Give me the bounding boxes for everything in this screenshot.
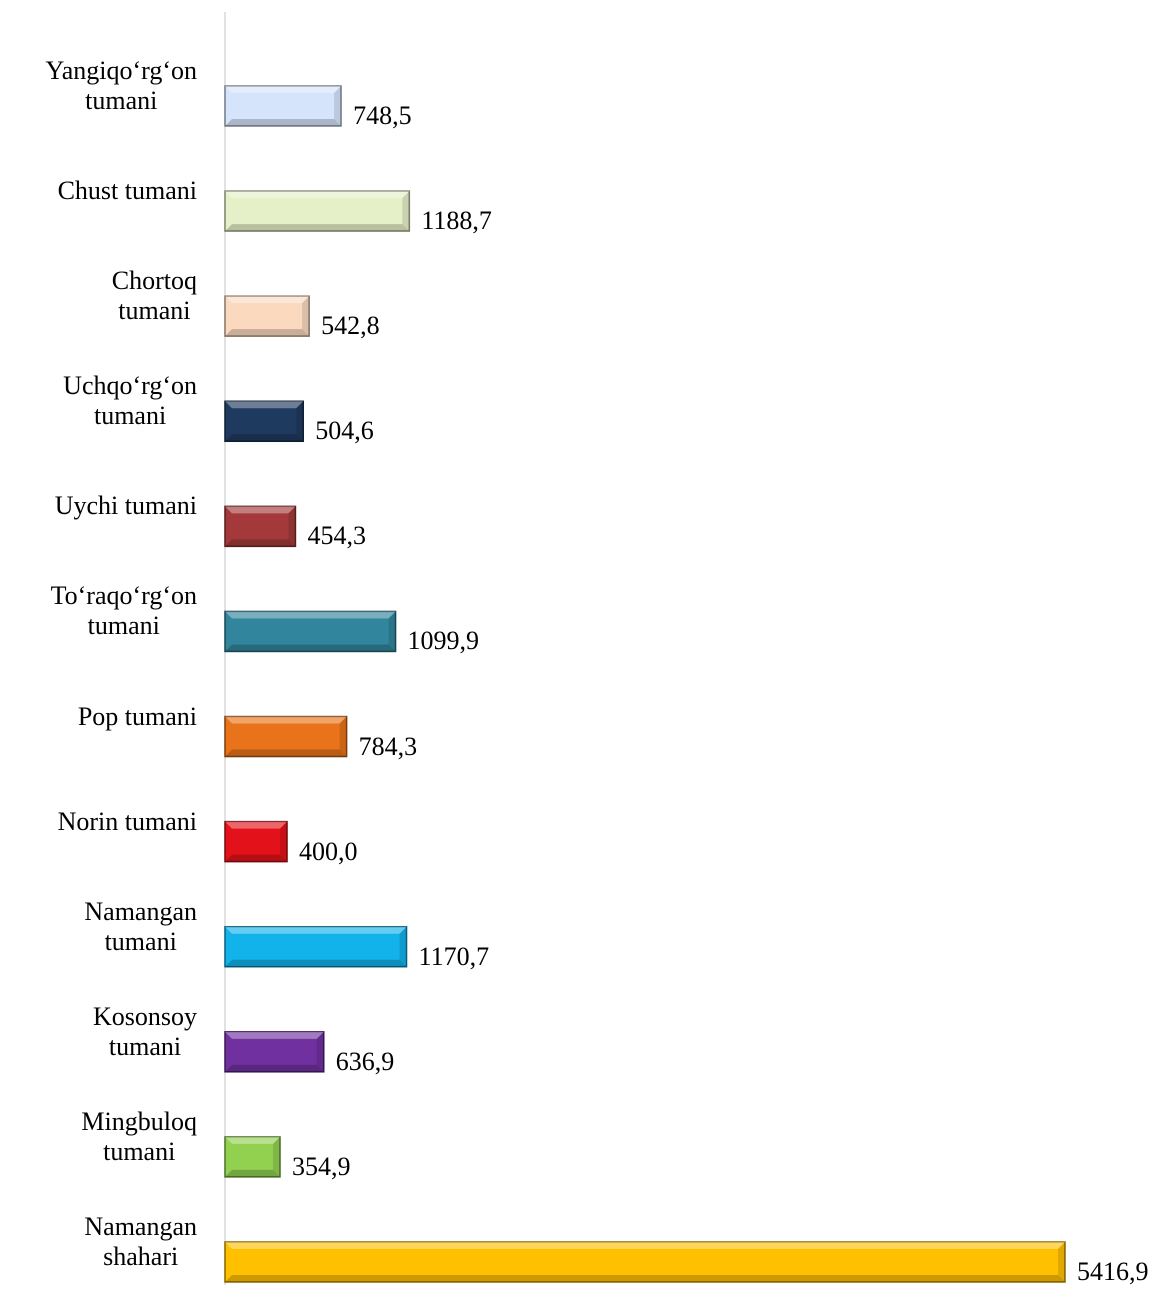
bar-bevel-top [225, 191, 410, 199]
category-label: Chortoq tumani [111, 266, 197, 326]
bar-bevel-bottom [225, 644, 396, 652]
category-label: Uychi tumani [54, 491, 197, 521]
bar-bevel-top [225, 296, 310, 304]
bar-bevel-bottom [225, 434, 304, 442]
bar-bevel-top [225, 506, 296, 514]
bar-bevel-bottom [225, 1169, 281, 1177]
value-label: 784,3 [358, 731, 418, 761]
category-label: Chust tumani [57, 176, 197, 206]
value-label: 542,8 [321, 311, 380, 341]
bar-bevel-bottom [225, 119, 342, 126]
bar [224, 1136, 281, 1178]
value-label: 354,9 [292, 1151, 351, 1181]
bar-bevel-bottom [225, 1275, 1065, 1282]
bar-bevel-top [225, 611, 396, 619]
value-label: 748,5 [353, 101, 412, 130]
bar-bevel-top [225, 1136, 281, 1144]
bar-bevel-right [339, 716, 347, 757]
bar-bevel-bottom [225, 224, 410, 232]
value-label: 1170,7 [418, 941, 490, 971]
bar-bevel-top [225, 926, 407, 934]
bar-bevel-top [225, 716, 347, 724]
bar-bevel-bottom [225, 959, 407, 967]
bar-bevel-bottom [225, 539, 296, 547]
category-label: Namangan shahari [84, 1212, 197, 1271]
category-label: Yangiqo‘rg‘on tumani [45, 56, 197, 115]
category-label: Mingbuloq tumani [81, 1106, 197, 1166]
value-label: 1099,9 [407, 626, 480, 656]
value-label: 400,0 [299, 836, 358, 866]
bar [224, 610, 397, 653]
bar-bevel-right [273, 1136, 281, 1177]
bar [224, 715, 348, 758]
bar-bevel-bottom [225, 854, 288, 862]
category-label: To‘raqo‘rg‘on tumani [50, 581, 197, 641]
category-label: Norin tumani [57, 806, 197, 836]
bar [224, 820, 288, 863]
bar-bevel-bottom [225, 1064, 324, 1072]
bar-bevel-top [225, 1242, 1065, 1249]
bar [224, 295, 310, 337]
bar [224, 1031, 325, 1073]
bar-bevel-top [225, 86, 342, 93]
category-label: Uchqo‘rg‘on tumani [63, 371, 197, 431]
bar-bevel-bottom [225, 329, 310, 337]
bar-bevel-right [302, 296, 310, 337]
value-label: 5416,9 [1077, 1257, 1149, 1286]
bar-bevel-right [280, 821, 288, 862]
value-label: 504,6 [315, 416, 374, 446]
bar [224, 505, 297, 548]
bar-bevel-right [1058, 1242, 1065, 1282]
bar-bevel-right [402, 191, 410, 232]
bar-bevel-right [288, 506, 296, 547]
bar-bevel-bottom [225, 749, 347, 757]
category-label: Kosonsoy tumani [92, 1001, 197, 1061]
bar-bevel-top [225, 1031, 324, 1039]
bar-bevel-top [225, 401, 304, 409]
value-label: 1188,7 [421, 206, 492, 236]
bar [224, 925, 408, 968]
bar-bevel-top [225, 821, 288, 829]
bar-bevel-right [388, 611, 396, 652]
bar-bevel-right [316, 1031, 324, 1072]
bar-bevel-right [399, 926, 407, 967]
category-label: Pop tumani [77, 701, 197, 731]
bar-bevel-right [334, 86, 342, 126]
bar [224, 190, 411, 232]
bar [224, 85, 342, 127]
category-label: Namangan tumani [84, 896, 197, 956]
value-label: 454,3 [307, 521, 366, 551]
bar [224, 400, 304, 443]
bar [224, 1241, 1066, 1283]
bar-bevel-right [296, 401, 304, 442]
value-label: 636,9 [335, 1046, 395, 1076]
